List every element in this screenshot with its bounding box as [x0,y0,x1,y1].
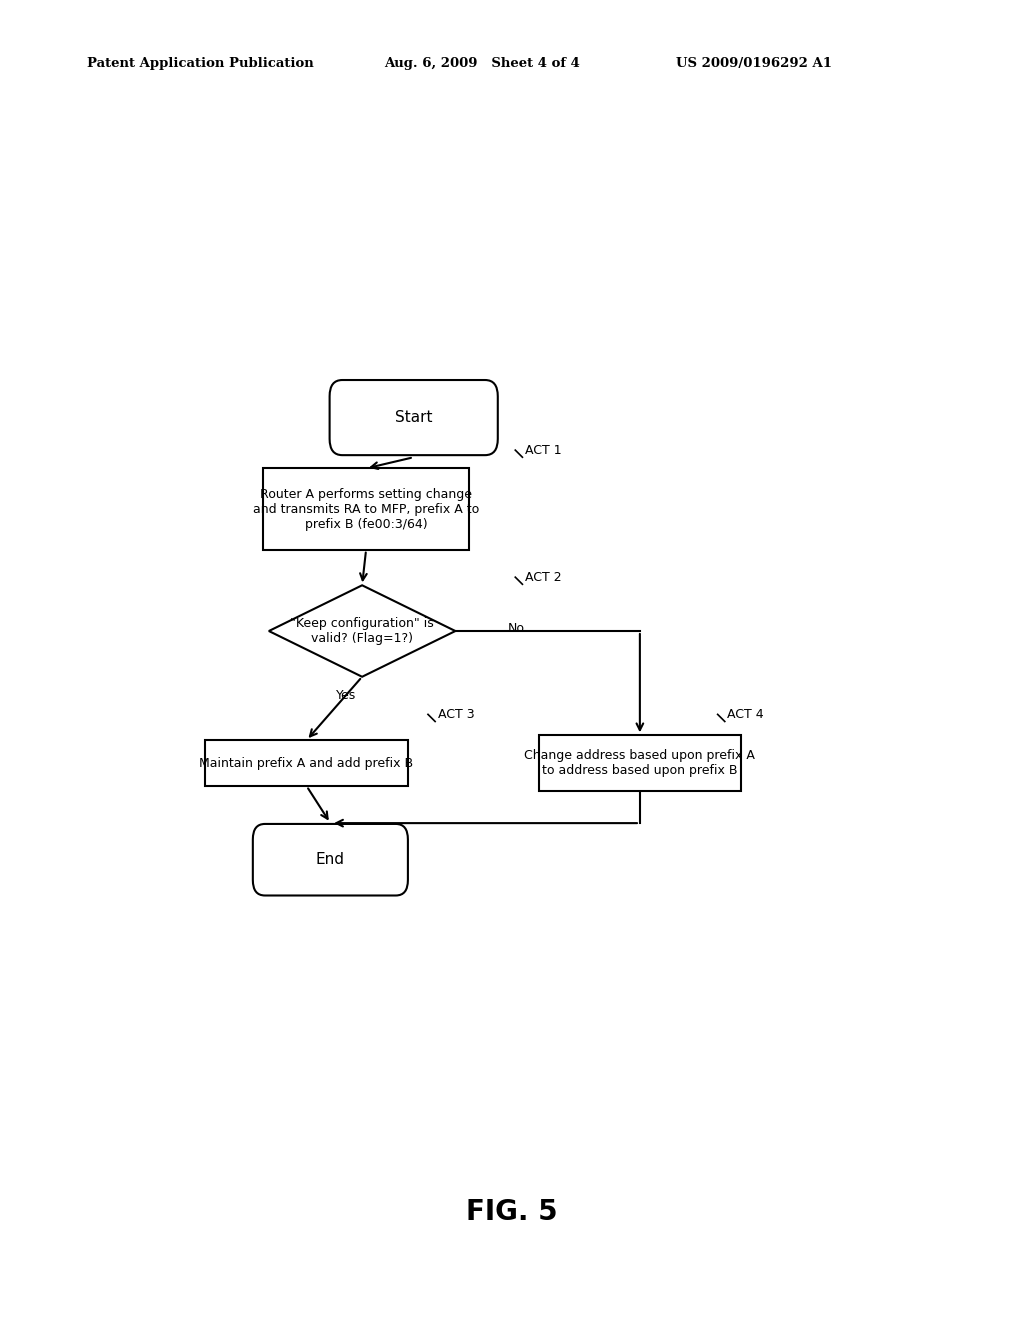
Text: End: End [315,853,345,867]
FancyBboxPatch shape [330,380,498,455]
Text: US 2009/0196292 A1: US 2009/0196292 A1 [676,57,831,70]
Text: Router A performs setting change
and transmits RA to MFP, prefix A to
prefix B (: Router A performs setting change and tra… [253,487,479,531]
Polygon shape [269,585,456,677]
Text: ACT 3: ACT 3 [437,708,474,721]
Text: "Keep configuration" is
valid? (Flag=1?): "Keep configuration" is valid? (Flag=1?) [290,616,434,645]
Text: No: No [507,623,524,635]
Text: ACT 1: ACT 1 [524,444,561,457]
FancyBboxPatch shape [253,824,408,895]
Text: Aug. 6, 2009   Sheet 4 of 4: Aug. 6, 2009 Sheet 4 of 4 [384,57,580,70]
Bar [539,735,741,791]
Text: FIG. 5: FIG. 5 [466,1197,558,1226]
Text: Yes: Yes [336,689,356,701]
Text: Maintain prefix A and add prefix B: Maintain prefix A and add prefix B [200,756,414,770]
Text: ACT 2: ACT 2 [524,570,561,583]
Text: Change address based upon prefix A
to address based upon prefix B: Change address based upon prefix A to ad… [524,750,756,777]
Text: Start: Start [395,411,432,425]
Text: ACT 4: ACT 4 [727,708,764,721]
Bar [206,741,408,785]
Text: Patent Application Publication: Patent Application Publication [87,57,313,70]
Bar [263,469,469,549]
